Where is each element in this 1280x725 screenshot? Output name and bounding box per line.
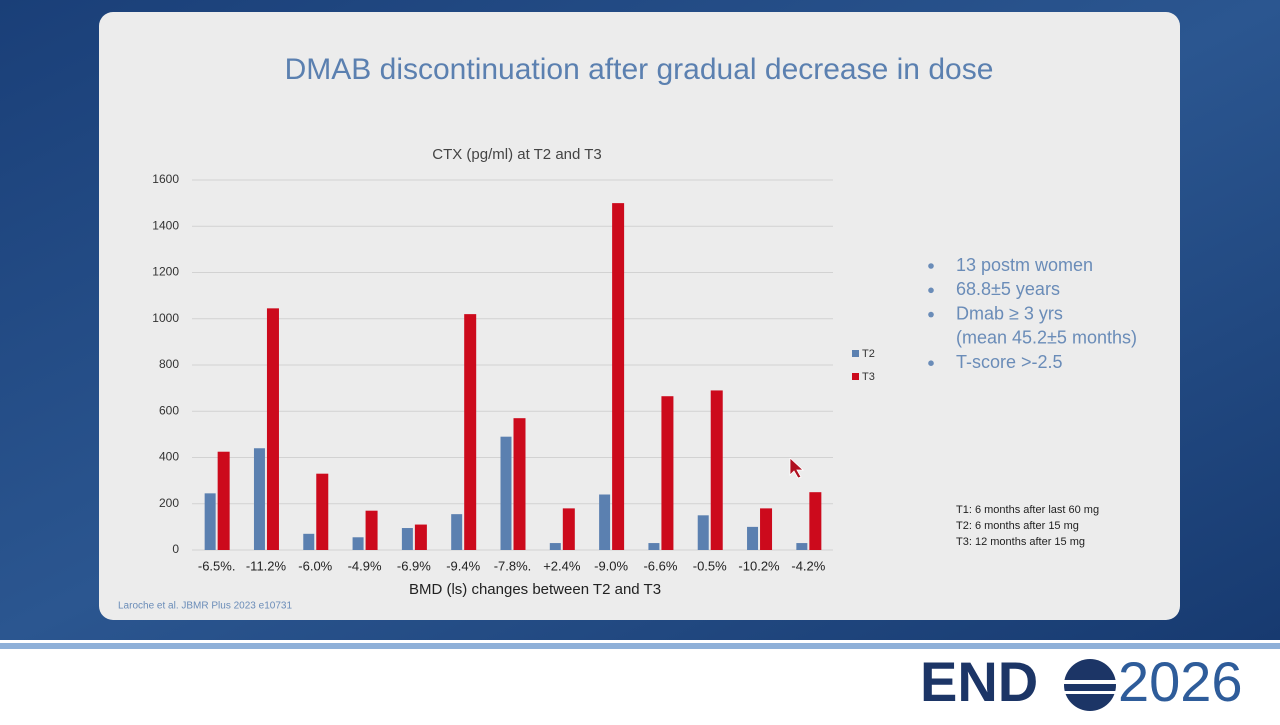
bullet-text: T-score >-2.5: [956, 352, 1063, 372]
chart-title: CTX (pg/ml) at T2 and T3: [432, 146, 602, 163]
bullet-text: 68.8±5 years: [956, 279, 1060, 299]
x-tick-label: -9.0%: [594, 558, 628, 573]
x-tick-label: -6.9%: [397, 558, 431, 573]
bar: [500, 436, 512, 550]
y-tick-label: 400: [159, 450, 179, 464]
bar: [562, 508, 575, 550]
legend-label: T3: [862, 371, 875, 383]
citation: Laroche et al. JBMR Plus 2023 e10731: [118, 601, 292, 612]
y-tick-label: 0: [172, 542, 179, 556]
bar: [796, 543, 808, 550]
y-tick-label: 1200: [152, 265, 179, 279]
x-tick-label: -9.4%: [446, 558, 480, 573]
legend-label: T2: [862, 348, 875, 360]
y-tick-label: 200: [159, 496, 179, 510]
legend-swatch: [852, 350, 859, 357]
bar: [401, 528, 413, 550]
y-tick-label: 1600: [152, 172, 179, 186]
bar: [710, 390, 723, 550]
bar: [464, 314, 477, 550]
logo: END 2026: [920, 650, 1243, 713]
bar: [303, 533, 315, 550]
x-tick-label: -6.6%: [643, 558, 677, 573]
x-tick-label: -4.9%: [348, 558, 382, 573]
bullet-dot: [928, 263, 934, 269]
logo-globe-band: [1060, 680, 1120, 684]
x-tick-label: +2.4%: [543, 558, 581, 573]
bar: [253, 448, 265, 550]
logo-right: 2026: [1118, 650, 1243, 713]
bullet-text: (mean 45.2±5 months): [956, 328, 1137, 348]
bar: [204, 493, 216, 550]
bar: [549, 543, 561, 550]
bar: [217, 451, 230, 550]
bullet-text: Dmab ≥ 3 yrs: [956, 303, 1063, 323]
x-tick-label: -4.2%: [791, 558, 825, 573]
bar: [809, 492, 822, 550]
logo-globe-band: [1060, 691, 1120, 694]
bar: [648, 543, 660, 550]
cursor: [789, 457, 805, 479]
bar: [612, 203, 625, 550]
x-tick-label: -6.0%: [298, 558, 332, 573]
bar: [760, 508, 773, 550]
logo-left: END: [920, 650, 1038, 713]
x-tick-label: -6.5%.: [198, 558, 236, 573]
logo-globe: [1064, 659, 1116, 711]
slide-title: DMAB discontinuation after gradual decre…: [285, 53, 994, 86]
x-tick-label: -11.2%: [246, 558, 287, 573]
bar: [266, 308, 279, 550]
x-axis-label: BMD (ls) changes between T2 and T3: [409, 581, 661, 598]
bullet-dot: [928, 360, 934, 367]
footer-stripe: [0, 643, 1280, 649]
bar: [661, 396, 674, 550]
bar: [697, 515, 709, 550]
note: T3: 12 months after 15 mg: [956, 536, 1085, 548]
bullet-dot: [928, 311, 934, 318]
y-tick-label: 1400: [152, 218, 179, 232]
bar: [352, 537, 364, 550]
notes: T1: 6 months after last 60 mg T2: 6 month…: [956, 504, 1099, 548]
bar: [451, 514, 463, 550]
bar: [599, 494, 611, 550]
x-tick-label: -10.2%: [738, 558, 780, 573]
x-tick-label: -0.5%: [693, 558, 727, 573]
note: T2: 6 months after 15 mg: [956, 520, 1079, 532]
legend-swatch: [852, 373, 859, 380]
slide-panel: [99, 12, 1180, 620]
bar: [747, 526, 759, 550]
y-tick-label: 1000: [152, 311, 179, 325]
bar: [365, 510, 378, 550]
note: T1: 6 months after last 60 mg: [956, 504, 1099, 516]
bullet-list: 13 postm women 68.8±5 years Dmab ≥ 3 yrs (m…: [928, 255, 1137, 372]
y-tick-label: 800: [159, 357, 179, 371]
bar: [414, 524, 427, 550]
bar: [316, 473, 329, 550]
bullet-text: 13 postm women: [956, 255, 1093, 275]
bar: [513, 418, 526, 550]
bullet-dot: [928, 287, 934, 294]
x-tick-label: -7.8%.: [494, 558, 532, 573]
y-tick-label: 600: [159, 403, 179, 417]
